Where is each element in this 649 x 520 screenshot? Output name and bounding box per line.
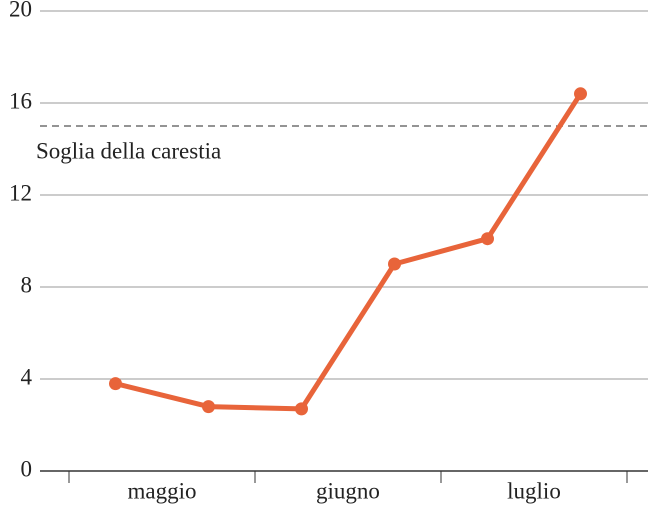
point [295, 402, 308, 416]
reference-label: Soglia della carestia [36, 138, 221, 163]
y-tick-label: 8 [21, 272, 33, 297]
point [574, 87, 587, 101]
x-tick-label: luglio [507, 478, 561, 503]
y-tick-label: 4 [21, 364, 33, 389]
point [388, 257, 401, 271]
line [114, 92, 583, 412]
x-tick-label: giugno [316, 478, 380, 503]
point [109, 377, 122, 391]
point [202, 400, 215, 414]
y-tick-label: 12 [9, 180, 32, 205]
y-tick-label: 16 [9, 88, 32, 113]
y-tick-label: 0 [21, 456, 33, 481]
point [481, 232, 494, 246]
x-tick-label: maggio [128, 478, 197, 503]
y-tick-label: 20 [9, 0, 32, 21]
